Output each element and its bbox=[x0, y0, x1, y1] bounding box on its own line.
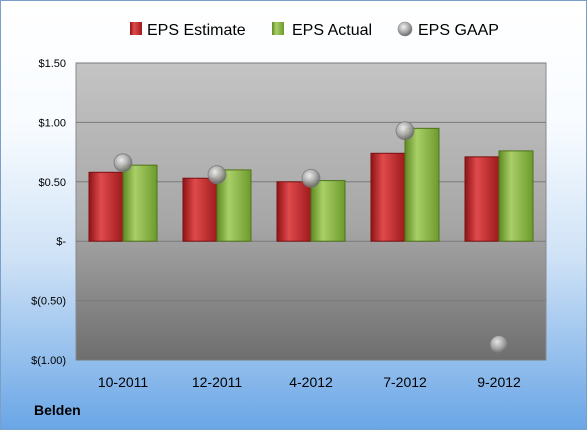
estimate-bar bbox=[276, 181, 312, 242]
y-tick-label: $0.50 bbox=[38, 177, 66, 189]
estimate-bar bbox=[88, 171, 124, 242]
legend-label: EPS Estimate bbox=[147, 22, 246, 39]
gaap-marker bbox=[113, 153, 133, 173]
estimate-bar bbox=[370, 152, 406, 242]
x-axis-labels: 10-2011 12-2011 4-2012 7-2012 9-2012 bbox=[98, 374, 521, 390]
gaap-marker bbox=[207, 165, 227, 185]
y-axis-ticks: $1.50 $1.00 $0.50 $- $(0.50) $(1.00) bbox=[31, 58, 66, 367]
y-tick-label: $- bbox=[56, 236, 66, 248]
x-category-label: 7-2012 bbox=[383, 374, 427, 390]
x-category-label: 10-2011 bbox=[98, 374, 149, 390]
x-category-label: 12-2011 bbox=[192, 374, 243, 390]
y-tick-label: $1.50 bbox=[38, 58, 66, 70]
gaap-markers bbox=[113, 121, 509, 354]
actual-bar bbox=[122, 164, 158, 242]
legend-label: EPS GAAP bbox=[418, 22, 499, 39]
actual-bar bbox=[310, 180, 346, 242]
y-tick-label: $(0.50) bbox=[31, 296, 66, 308]
legend-swatch bbox=[130, 22, 142, 35]
gaap-marker bbox=[301, 168, 321, 188]
actual-bar bbox=[498, 150, 534, 242]
legend-swatch bbox=[272, 22, 284, 35]
bars bbox=[88, 127, 534, 242]
actual-bar bbox=[404, 127, 440, 242]
estimate-bar bbox=[464, 156, 500, 242]
legend-label: EPS Actual bbox=[292, 22, 372, 39]
y-tick-label: $1.00 bbox=[38, 117, 66, 129]
y-tick-label: $(1.00) bbox=[31, 355, 66, 367]
legend: EPS Estimate EPS Actual EPS GAAP bbox=[130, 21, 499, 39]
gaap-marker bbox=[489, 335, 509, 354]
x-category-label: 4-2012 bbox=[289, 374, 333, 390]
company-name: Belden bbox=[34, 402, 81, 418]
estimate-bar bbox=[182, 177, 218, 242]
legend-swatch bbox=[397, 21, 413, 37]
x-category-label: 9-2012 bbox=[477, 374, 521, 390]
gaap-marker bbox=[395, 121, 415, 141]
